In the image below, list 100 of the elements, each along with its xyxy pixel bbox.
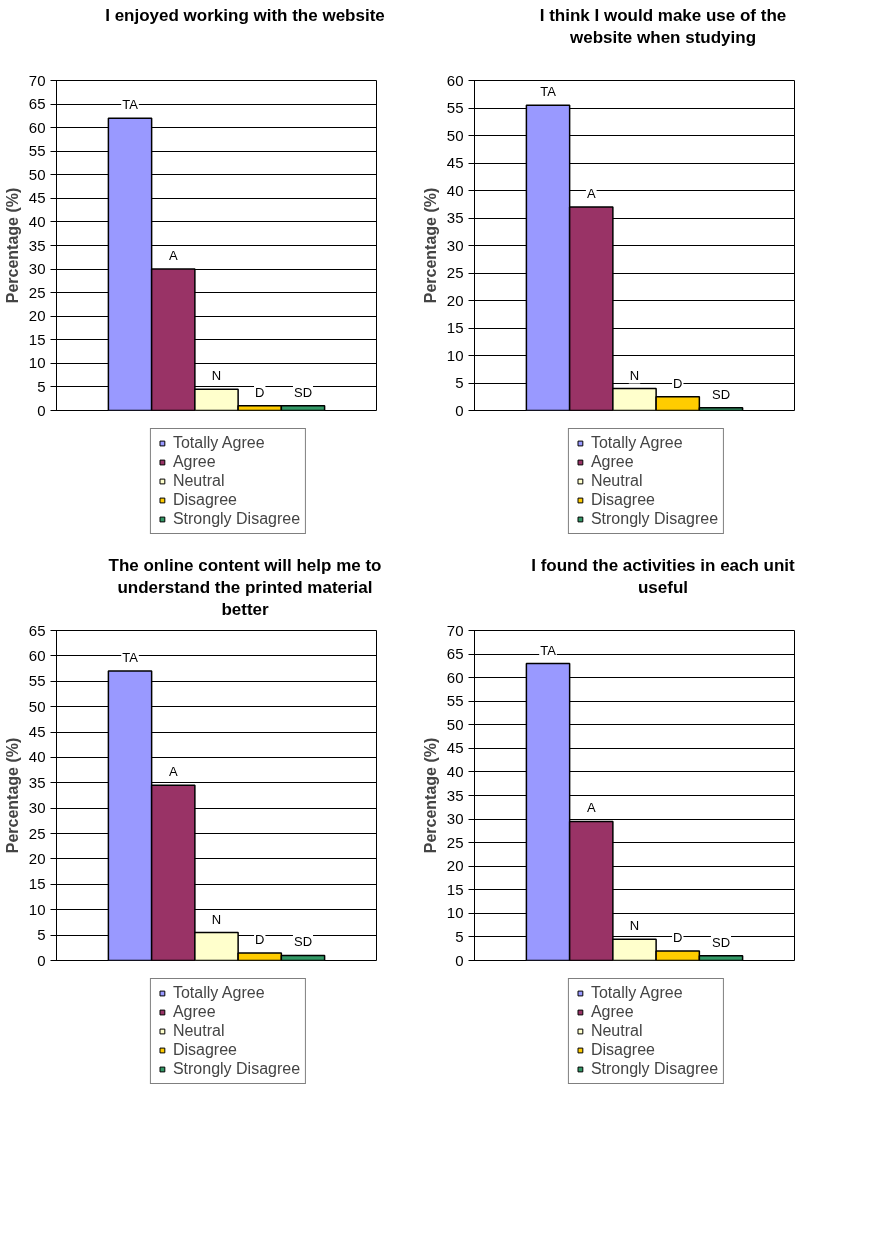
data-label: D bbox=[673, 375, 683, 391]
y-tick-label: 5 bbox=[37, 377, 46, 395]
legend-label: Strongly Disagree bbox=[590, 1060, 719, 1078]
y-tick-label: 50 bbox=[28, 165, 46, 183]
legend-label: Disagree bbox=[172, 491, 237, 509]
y-tick-label: 40 bbox=[28, 212, 46, 230]
data-label: D bbox=[673, 930, 683, 946]
chart-title: I think I would make use of the website when studying bbox=[538, 5, 788, 49]
y-tick-label: 15 bbox=[446, 880, 464, 898]
y-tick-label: 20 bbox=[28, 307, 46, 325]
y-tick-label: 60 bbox=[446, 71, 464, 89]
y-tick-label: 40 bbox=[28, 748, 46, 766]
data-label: N bbox=[629, 918, 640, 934]
y-tick-label: 30 bbox=[28, 799, 46, 817]
legend-label: Disagree bbox=[590, 1041, 655, 1059]
data-label: SD bbox=[711, 386, 731, 402]
y-tick-label: 60 bbox=[28, 646, 46, 664]
y-tick-label: 0 bbox=[37, 401, 46, 419]
y-tick-label: 60 bbox=[446, 668, 464, 686]
legend-label: Disagree bbox=[590, 491, 655, 509]
y-tick-label: 65 bbox=[446, 645, 464, 663]
y-tick-label: 25 bbox=[446, 833, 464, 851]
y-tick-label: 5 bbox=[455, 374, 464, 391]
y-tick-label: 30 bbox=[446, 810, 464, 828]
y-tick-label: 65 bbox=[28, 621, 46, 639]
data-label: D bbox=[255, 931, 265, 947]
legend-label: Strongly Disagree bbox=[172, 510, 301, 528]
data-label: TA bbox=[122, 650, 139, 666]
data-label: SD bbox=[293, 934, 313, 950]
y-tick-label: 20 bbox=[446, 291, 464, 309]
data-label: TA bbox=[122, 97, 139, 113]
legend-label: Totally Agree bbox=[172, 434, 265, 452]
y-tick-label: 0 bbox=[37, 951, 46, 969]
y-tick-label: 35 bbox=[28, 236, 46, 254]
y-tick-label: 30 bbox=[28, 260, 46, 278]
y-tick-label: 10 bbox=[446, 904, 464, 922]
legend-label: Disagree bbox=[172, 1041, 237, 1059]
y-tick-label: 45 bbox=[446, 739, 464, 757]
y-tick-label: 60 bbox=[28, 118, 46, 136]
legend-label: Totally Agree bbox=[172, 984, 265, 1002]
data-label: A bbox=[586, 800, 596, 816]
y-axis-title: Percentage (%) bbox=[421, 737, 439, 854]
y-tick-label: 50 bbox=[28, 697, 46, 715]
y-tick-label: 40 bbox=[446, 762, 464, 780]
y-tick-label: 20 bbox=[446, 857, 464, 875]
y-tick-label: 35 bbox=[28, 773, 46, 791]
legend-label: Neutral bbox=[590, 1022, 643, 1040]
legend-label: Strongly Disagree bbox=[172, 1060, 301, 1078]
data-label: D bbox=[255, 384, 265, 400]
y-tick-label: 15 bbox=[28, 330, 46, 348]
y-tick-label: 10 bbox=[28, 900, 46, 918]
chart-title: I found the activities in each unit useful bbox=[530, 555, 796, 599]
y-tick-label: 70 bbox=[28, 71, 46, 89]
y-tick-label: 0 bbox=[455, 401, 464, 419]
data-label: A bbox=[168, 764, 178, 780]
legend-label: Strongly Disagree bbox=[590, 510, 719, 528]
legend-label: Neutral bbox=[172, 1022, 225, 1040]
y-tick-label: 70 bbox=[446, 621, 464, 639]
data-label: A bbox=[586, 186, 596, 201]
legend-label: Agree bbox=[590, 1003, 634, 1021]
data-label: A bbox=[168, 248, 178, 264]
y-tick-label: 55 bbox=[446, 99, 464, 116]
data-label: N bbox=[211, 368, 222, 384]
chart-title: The online content will help me to understand the printed material better bbox=[107, 555, 383, 621]
y-tick-label: 15 bbox=[28, 875, 46, 893]
y-tick-label: 0 bbox=[455, 951, 464, 969]
legend-label: Agree bbox=[590, 453, 634, 471]
y-axis-title: Percentage (%) bbox=[421, 187, 439, 304]
legend-label: Agree bbox=[172, 453, 216, 471]
y-tick-label: 45 bbox=[28, 723, 46, 741]
legend-label: Agree bbox=[172, 1003, 216, 1021]
y-tick-label: 50 bbox=[446, 715, 464, 733]
data-label: SD bbox=[711, 934, 731, 950]
y-axis-title: Percentage (%) bbox=[3, 187, 21, 304]
y-tick-label: 25 bbox=[28, 824, 46, 842]
data-label: TA bbox=[540, 84, 557, 100]
y-tick-label: 55 bbox=[446, 692, 464, 710]
y-tick-label: 55 bbox=[28, 672, 46, 690]
chart-title: I enjoyed working with the website bbox=[105, 5, 385, 27]
y-tick-label: 5 bbox=[37, 926, 46, 944]
y-tick-label: 10 bbox=[28, 354, 46, 372]
y-tick-label: 35 bbox=[446, 209, 464, 226]
y-tick-label: 5 bbox=[455, 927, 464, 945]
y-tick-label: 35 bbox=[446, 786, 464, 804]
y-tick-label: 30 bbox=[446, 236, 464, 254]
legend-label: Totally Agree bbox=[590, 434, 683, 452]
data-label: SD bbox=[293, 384, 313, 400]
y-tick-label: 10 bbox=[446, 346, 464, 364]
data-label: N bbox=[211, 911, 222, 927]
y-tick-label: 65 bbox=[28, 95, 46, 113]
legend-label: Totally Agree bbox=[590, 984, 683, 1002]
y-tick-label: 15 bbox=[446, 319, 464, 336]
data-label: N bbox=[629, 367, 640, 383]
y-tick-label: 50 bbox=[446, 126, 464, 144]
legend-label: Neutral bbox=[590, 472, 643, 490]
y-tick-label: 25 bbox=[28, 283, 46, 301]
y-tick-label: 45 bbox=[446, 154, 464, 171]
data-label: TA bbox=[540, 642, 557, 658]
legend-label: Neutral bbox=[172, 472, 225, 490]
y-tick-label: 20 bbox=[28, 849, 46, 867]
